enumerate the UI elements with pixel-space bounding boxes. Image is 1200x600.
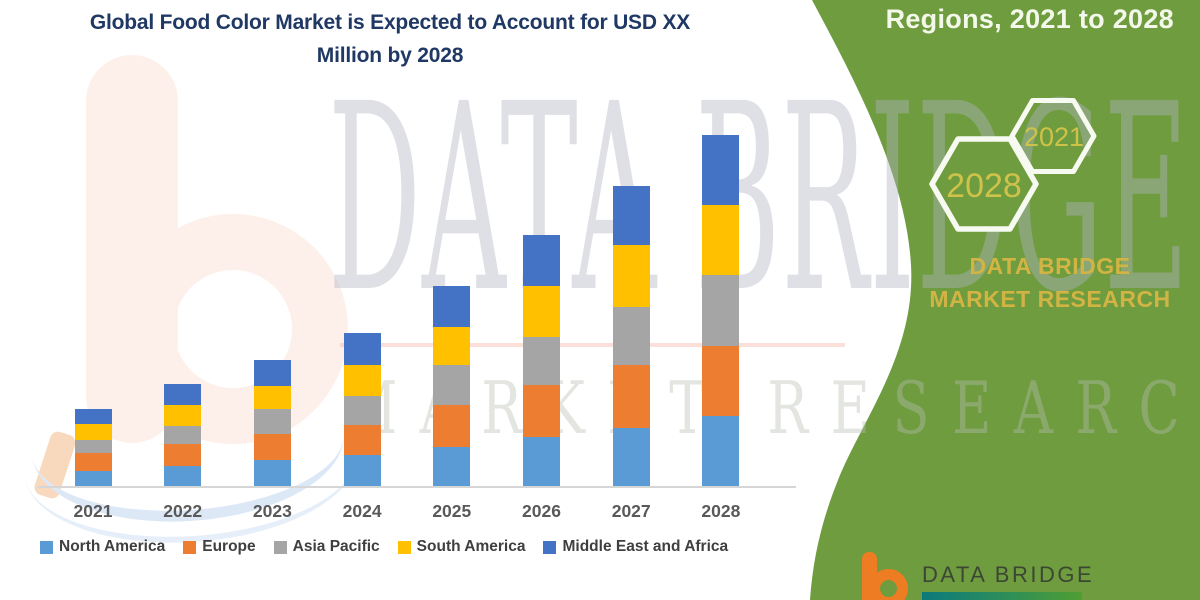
- watermark-salmon-line: [340, 343, 845, 347]
- legend-swatch-icon: [273, 540, 287, 554]
- legend-item-asia-pacific: Asia Pacific: [273, 538, 380, 556]
- footer-logo-b-bowl: [869, 569, 908, 600]
- x-axis-label-2028: 2028: [701, 501, 741, 521]
- bar-segment-north-america: [433, 447, 471, 486]
- hexagon-label-2028: 2028: [946, 167, 1022, 205]
- bar-segment-middle-east-and-africa: [612, 186, 650, 245]
- sidebar-heading: Regions, 2021 to 2028: [885, 4, 1174, 34]
- bar-segment-south-america: [164, 405, 202, 426]
- green-panel-shape: [810, 0, 1200, 600]
- bar-segment-asia-pacific: [343, 396, 381, 425]
- bar-segment-north-america: [612, 428, 650, 486]
- bar-segment-south-america: [74, 424, 112, 440]
- bar-2021: [74, 409, 112, 486]
- legend-item-middle-east-and-africa: Middle East and Africa: [543, 538, 728, 556]
- bar-segment-south-america: [523, 286, 560, 337]
- legend-label: Europe: [202, 538, 256, 555]
- legend-label: North America: [59, 538, 166, 555]
- chart-title-line2: Million by 2028: [316, 44, 464, 68]
- legend-swatch-icon: [397, 540, 411, 554]
- hexagon-2028: [929, 136, 1039, 232]
- bar-segment-middle-east-and-africa: [253, 360, 291, 386]
- bar-segment-south-america: [253, 386, 291, 409]
- legend-swatch-icon: [543, 540, 557, 554]
- x-axis-label-2025: 2025: [432, 501, 472, 521]
- legend-item-north-america: North America: [40, 538, 165, 556]
- bar-segment-europe: [523, 385, 560, 437]
- watermark-text-spaced: MARKET RESEARCH: [342, 366, 1200, 450]
- bar-segment-middle-east-and-africa: [523, 235, 560, 286]
- bar-segment-europe: [702, 346, 740, 416]
- bar-segment-europe: [433, 405, 471, 447]
- bar-segment-europe: [164, 444, 202, 466]
- bar-2024: [343, 333, 381, 486]
- bar-segment-north-america: [523, 437, 560, 486]
- bar-segment-north-america: [164, 466, 202, 486]
- bar-segment-middle-east-and-africa: [702, 135, 740, 205]
- bar-segment-asia-pacific: [433, 365, 471, 405]
- chart-legend: North America Europe Asia Pacific South Ame…: [40, 538, 728, 556]
- bar-segment-asia-pacific: [523, 337, 560, 385]
- x-axis-line: [38, 486, 796, 488]
- bar-segment-asia-pacific: [253, 409, 291, 434]
- bar-segment-north-america: [253, 460, 291, 486]
- x-axis-label-2021: 2021: [73, 501, 113, 521]
- hexagon-label-2021: 2021: [1023, 122, 1085, 152]
- bar-2026: [523, 235, 560, 486]
- watermark-text-large: DATA BRIDGE: [328, 49, 1190, 349]
- footer-logo-color-strip: [922, 592, 1082, 600]
- bar-2027: [612, 186, 650, 486]
- bar-segment-north-america: [74, 471, 112, 486]
- bar-segment-europe: [253, 434, 291, 460]
- legend-swatch-icon: [40, 540, 53, 554]
- bar-segment-asia-pacific: [612, 307, 650, 365]
- legend-item-south-america: South America: [397, 538, 526, 556]
- bar-2025: [433, 286, 471, 486]
- bar-segment-europe: [612, 365, 650, 428]
- legend-label: Asia Pacific: [292, 538, 380, 555]
- legend-label: South America: [416, 538, 526, 555]
- chart-title-line1: Global Food Color Market is Expected to …: [89, 11, 691, 34]
- legend-swatch-icon: [183, 540, 197, 554]
- legend-item-europe: Europe: [183, 538, 256, 556]
- bar-2022: [164, 384, 202, 486]
- bar-segment-middle-east-and-africa: [164, 384, 202, 405]
- bar-segment-south-america: [433, 327, 471, 365]
- bar-segment-middle-east-and-africa: [74, 409, 112, 424]
- bar-segment-europe: [74, 453, 112, 471]
- bar-segment-middle-east-and-africa: [343, 333, 381, 365]
- bar-2023: [253, 360, 291, 486]
- bar-segment-asia-pacific: [702, 275, 740, 346]
- bar-segment-asia-pacific: [74, 440, 112, 453]
- x-axis-label-2026: 2026: [522, 501, 561, 521]
- x-axis-label-2022: 2022: [163, 501, 203, 521]
- chart-title: Global Food Color Market is Expected to …: [65, 6, 715, 72]
- hexagon-2021: [1009, 98, 1097, 174]
- x-axis-label-2024: 2024: [342, 501, 382, 521]
- legend-label: Middle East and Africa: [562, 538, 729, 555]
- bar-segment-middle-east-and-africa: [433, 286, 471, 327]
- bar-segment-north-america: [343, 455, 381, 486]
- footer-logo-text: DATA BRIDGE: [922, 562, 1095, 587]
- sidebar-brand-text: DATA BRIDGE MARKET RESEARCH: [929, 253, 1171, 312]
- bar-segment-north-america: [702, 416, 740, 486]
- x-axis-label-2027: 2027: [611, 501, 651, 521]
- bar-segment-south-america: [343, 365, 381, 396]
- bar-segment-europe: [343, 425, 381, 455]
- bar-segment-south-america: [612, 245, 650, 307]
- bar-segment-south-america: [702, 205, 740, 275]
- x-axis-label-2023: 2023: [252, 501, 292, 521]
- bar-2028: [702, 135, 740, 486]
- bar-segment-asia-pacific: [164, 426, 202, 444]
